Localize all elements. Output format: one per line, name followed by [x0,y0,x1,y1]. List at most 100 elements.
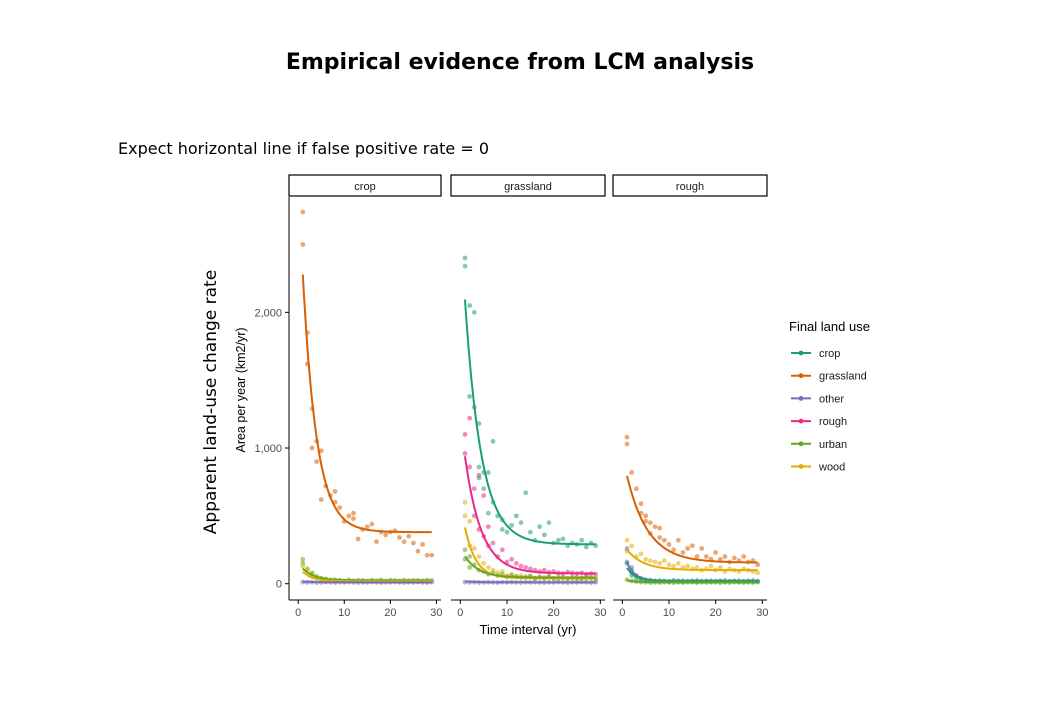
x-tick-label: 0 [619,607,625,619]
data-point-wood [661,558,667,564]
legend-key-point-other [798,396,804,401]
data-point-grassland [675,537,681,543]
legend-title: Final land use [789,319,870,334]
data-point-grassland [406,533,412,539]
data-point-grassland [337,505,343,511]
data-point-wood [675,560,681,566]
fit-line-crop [464,299,596,546]
data-point-grassland [309,445,315,451]
data-point-rough [485,524,491,530]
facet-strip [288,174,442,197]
data-point-grassland [415,548,421,554]
data-point-wood [471,546,477,551]
data-point-urban [467,554,473,559]
data-point-other [624,546,630,551]
data-point-grassland [355,536,361,542]
data-point-rough [462,451,468,456]
x-tick-label: 10 [338,607,350,619]
data-point-wood [652,559,658,565]
data-point-crop [537,524,543,530]
data-point-grassland [318,497,324,502]
x-tick-label: 20 [384,607,396,619]
data-point-grassland [643,513,649,519]
data-point-grassland [717,556,723,562]
facet-panel-rough: rough 0 10 20 30 [612,174,768,619]
data-point-grassland [647,520,653,526]
data-point-crop [546,520,552,526]
y-tick-label: 1,000 [254,443,282,455]
data-point-wood [666,562,672,568]
fit-line-other [302,580,432,584]
data-point-rough [462,432,468,437]
data-point-grassland [657,535,663,540]
fit-line-other [464,580,596,584]
facet-panel-crop: crop 0 10 20 30 [288,174,443,619]
data-point-crop [555,537,561,543]
x-tick-label: 30 [594,607,606,619]
y-tick-label: 0 [276,579,282,591]
data-point-crop [467,303,473,308]
data-point-rough [513,560,519,566]
data-point-grassland [346,513,352,519]
data-point-wood [694,565,700,570]
fit-line-urban [626,579,758,584]
data-point-grassland [351,510,356,516]
data-point-grassland [314,459,320,464]
data-point-grassland [332,489,338,494]
data-point-wood [671,563,677,569]
legend-key-point-grassland [798,373,804,379]
data-point-grassland [661,537,667,543]
data-point-wood [643,556,649,562]
data-point-grassland [671,547,677,553]
data-point-urban [462,547,468,553]
data-point-crop [560,536,566,542]
data-point-wood [685,563,691,569]
data-point-crop [471,309,477,315]
data-point-rough [509,556,515,562]
x-tick-label: 10 [501,607,513,619]
data-point-rough [499,547,505,553]
fit-line-urban [464,555,596,579]
data-point-wood [481,560,487,566]
data-point-crop [513,513,519,519]
data-point-wood [708,563,714,569]
y-axis-title: Area per year (km2/yr) [234,327,248,452]
legend-label-crop: crop [819,348,840,360]
data-point-wood [300,563,306,569]
data-point-grassland [318,448,324,454]
legend-key-point-crop [798,350,804,356]
data-point-crop [518,520,524,526]
data-point-grassland [364,524,370,530]
data-point-grassland [703,554,709,559]
data-point-crop [583,544,589,550]
data-point-wood [476,554,482,559]
slide-note: Expect horizontal line if false positive… [118,139,489,158]
legend-key-point-rough [798,418,804,424]
data-point-crop [541,532,547,538]
facet-strip-label: crop [354,181,375,193]
fit-line-grassland [301,274,432,534]
data-point-rough [541,567,547,573]
data-point-wood [755,570,761,576]
legend-label-other: other [819,393,844,405]
data-point-wood [462,499,468,505]
data-point-wood [467,518,473,524]
data-point-grassland [424,552,430,558]
data-point-grassland [666,541,672,547]
data-point-crop [579,537,585,543]
fit-line-grassland [626,475,758,564]
legend-label-rough: rough [819,416,847,428]
data-point-grassland [629,470,635,475]
fit-line-wood [302,571,432,583]
data-point-rough [476,472,482,478]
fit-line-wood [626,549,758,572]
x-axis-title: Time interval (yr) [479,622,576,637]
data-point-grassland [397,535,402,540]
x-tick-label: 0 [295,607,301,619]
data-point-grassland [713,550,719,555]
data-point-crop [485,470,491,475]
data-point-grassland [410,540,416,546]
data-point-grassland [741,554,747,559]
facet-strip [612,174,768,197]
data-point-wood [485,565,491,570]
